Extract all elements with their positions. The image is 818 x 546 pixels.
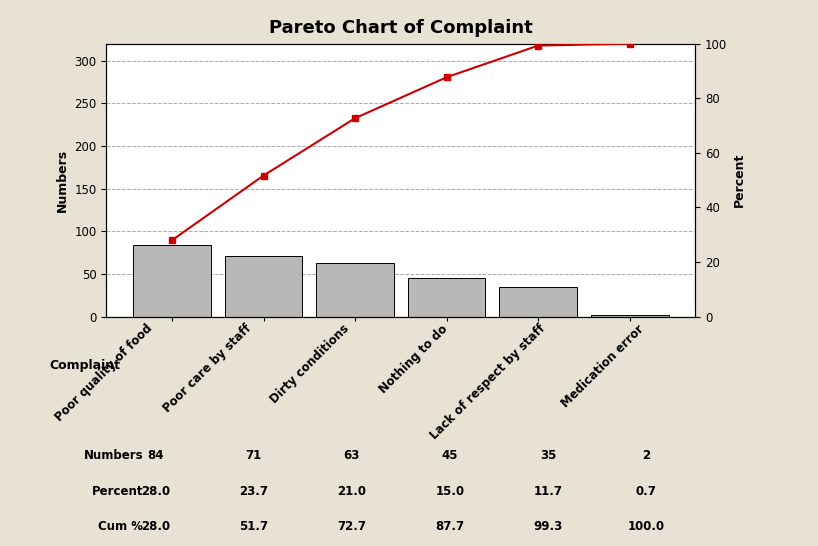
Text: 35: 35 (540, 449, 556, 462)
Text: Numbers: Numbers (83, 449, 143, 462)
Text: 51.7: 51.7 (239, 520, 268, 533)
Bar (591, 315, 668, 317)
Text: 11.7: 11.7 (533, 485, 563, 498)
Text: 45: 45 (442, 449, 458, 462)
Bar (407, 278, 485, 317)
Text: 0.7: 0.7 (636, 485, 657, 498)
Y-axis label: Percent: Percent (733, 153, 746, 207)
Text: 15.0: 15.0 (435, 485, 465, 498)
Text: 21.0: 21.0 (337, 485, 366, 498)
Y-axis label: Numbers: Numbers (56, 149, 69, 212)
Text: 23.7: 23.7 (239, 485, 268, 498)
Text: 72.7: 72.7 (337, 520, 366, 533)
Text: Lack of respect by staff: Lack of respect by staff (428, 322, 548, 442)
Text: Poor quality of food: Poor quality of food (53, 322, 155, 424)
Text: 28.0: 28.0 (141, 520, 170, 533)
Text: 84: 84 (147, 449, 164, 462)
Text: 28.0: 28.0 (141, 485, 170, 498)
Bar (499, 287, 577, 317)
Text: 87.7: 87.7 (435, 520, 465, 533)
Text: 99.3: 99.3 (533, 520, 563, 533)
Text: Nothing to do: Nothing to do (376, 322, 450, 396)
Text: Medication error: Medication error (559, 322, 646, 410)
Text: 2: 2 (642, 449, 650, 462)
Text: Cum %: Cum % (98, 520, 143, 533)
Text: Dirty conditions: Dirty conditions (267, 322, 352, 406)
Bar (225, 256, 303, 317)
Text: Percent: Percent (92, 485, 143, 498)
Text: Complaint: Complaint (49, 359, 120, 372)
Text: 71: 71 (245, 449, 262, 462)
Text: Poor care by staff: Poor care by staff (160, 322, 254, 416)
Title: Pareto Chart of Complaint: Pareto Chart of Complaint (269, 19, 533, 37)
Bar (133, 245, 211, 317)
Text: 63: 63 (344, 449, 360, 462)
Text: 100.0: 100.0 (627, 520, 665, 533)
Bar (317, 263, 394, 317)
